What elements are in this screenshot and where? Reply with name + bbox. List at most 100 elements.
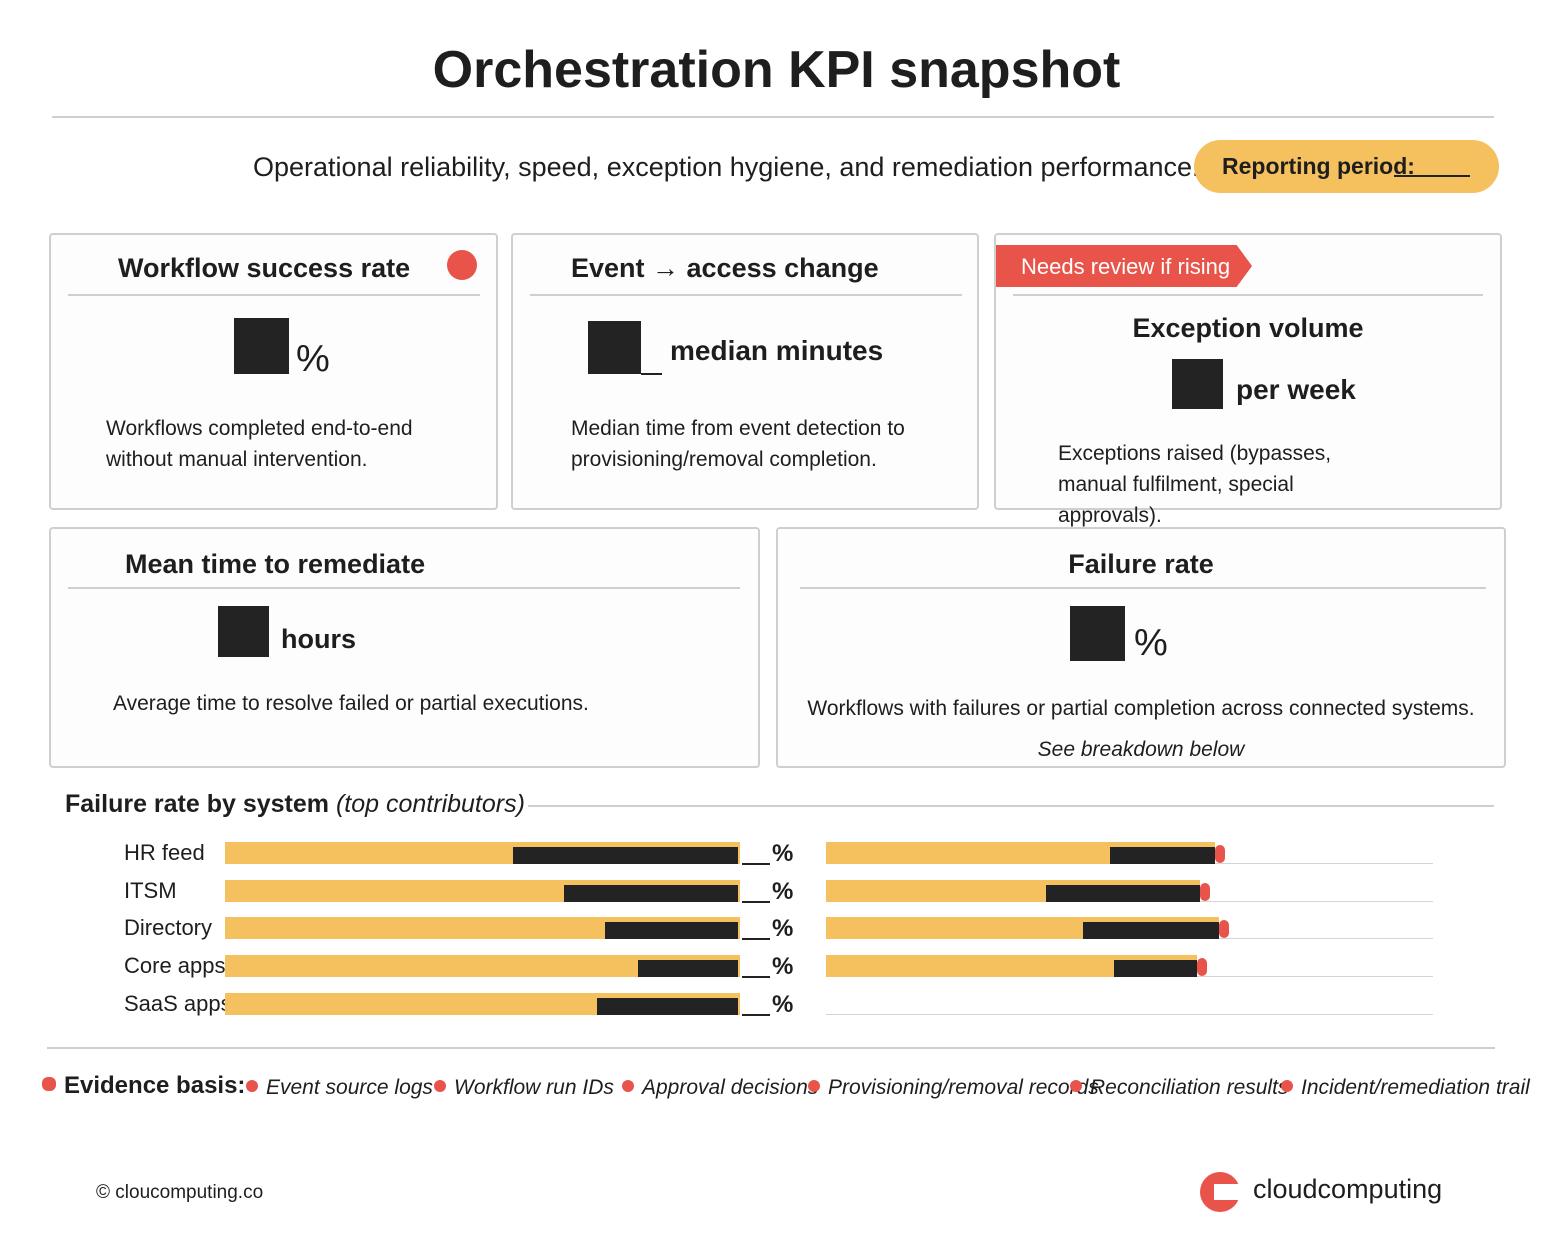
unit: % <box>1134 622 1168 664</box>
bar-redacted <box>1083 922 1219 939</box>
kpi-card: Failure rate % Workflows with failures o… <box>776 527 1506 768</box>
blank-line <box>641 373 662 375</box>
evidence-item: Approval decisions <box>622 1076 818 1100</box>
system-label: ITSM <box>124 878 177 903</box>
redacted-value <box>218 606 269 657</box>
divider <box>800 587 1486 589</box>
kpi-card: Event → access change median minutes Med… <box>511 233 979 510</box>
card-title: Event → access change <box>571 253 879 283</box>
bar-track <box>225 955 740 977</box>
title: Orchestration KPI snapshot <box>432 41 1121 99</box>
evidence-item: Provisioning/removal records <box>808 1076 1099 1100</box>
bullet <box>42 1077 56 1091</box>
evidence-text: Event source logs <box>266 1076 433 1099</box>
system-label: Directory <box>124 915 213 940</box>
evidence-text: Approval decisions <box>642 1076 819 1099</box>
unit: % <box>296 338 330 380</box>
description: Workflows with failures or partial compl… <box>807 697 1475 720</box>
bullet <box>1281 1080 1293 1092</box>
bullet <box>434 1080 446 1092</box>
blank-line <box>742 901 770 903</box>
bar-cap <box>1215 845 1225 863</box>
blank-line <box>742 1014 770 1016</box>
unit: % <box>772 840 794 867</box>
divider <box>530 294 962 296</box>
bullet <box>1070 1080 1082 1092</box>
unit: % <box>772 991 794 1018</box>
subtitle: Operational reliability, speed, exceptio… <box>253 152 1200 182</box>
evidence-label-text: Evidence basis: <box>64 1072 246 1099</box>
description: Median time from event detection to prov… <box>571 417 905 471</box>
blank-line <box>742 938 770 940</box>
description: Exceptions raised (bypasses, manual fulf… <box>1058 442 1332 527</box>
unit: per week <box>1236 374 1356 405</box>
redacted-value <box>1070 606 1125 661</box>
divider <box>68 587 740 589</box>
bar-cap <box>1197 958 1207 976</box>
evidence-text: Provisioning/removal records <box>828 1076 1099 1099</box>
card-title: Exception volume <box>1132 313 1364 343</box>
brand: cloudcomputing <box>1253 1174 1443 1204</box>
blank-line <box>742 976 770 978</box>
kpi-card: Needs review if rising Exception volume … <box>994 233 1502 527</box>
badge-text: Needs review if rising <box>1021 254 1231 279</box>
redacted-value <box>234 318 289 374</box>
section-title-note: (top contributors) <box>335 790 525 818</box>
bar-redacted <box>597 998 738 1015</box>
bar-redacted <box>564 885 738 902</box>
row-rule <box>826 1014 1433 1015</box>
divider <box>52 116 1494 118</box>
bullet <box>622 1080 634 1092</box>
divider <box>68 294 480 296</box>
evidence-label: Evidence basis: <box>42 1072 245 1100</box>
bar-redacted <box>1046 885 1200 902</box>
card-title: Workflow success rate <box>118 253 411 283</box>
period-label: Reporting period: <box>1222 153 1415 179</box>
bar-redacted <box>638 960 738 977</box>
evidence-text: Reconciliation results <box>1090 1076 1289 1099</box>
bar-cap <box>1219 920 1229 938</box>
section-title-text: Failure rate by system <box>65 790 330 818</box>
redacted-value <box>1172 359 1223 409</box>
redacted-value <box>588 321 641 374</box>
unit: % <box>772 878 794 905</box>
blank-line <box>742 863 770 865</box>
badge: Needs review if rising <box>996 245 1252 287</box>
section-title: Failure rate by system (top contributors… <box>65 790 525 819</box>
note: See breakdown below <box>1037 738 1245 761</box>
unit: median minutes <box>670 335 884 366</box>
bar-redacted <box>605 922 738 939</box>
divider <box>47 1047 1495 1049</box>
system-label: HR feed <box>124 840 205 865</box>
evidence-item: Reconciliation results <box>1070 1076 1288 1100</box>
unit: % <box>772 953 794 980</box>
evidence-item: Event source logs <box>246 1076 433 1100</box>
period-pill: Reporting period: <box>1194 140 1499 193</box>
kpi-card: Workflow success rate % Workflows comple… <box>49 233 498 510</box>
logo-mark <box>1200 1172 1240 1212</box>
divider <box>528 805 1494 807</box>
status-dot <box>447 250 477 280</box>
bar-redacted <box>1114 960 1197 977</box>
copyright: © cloucomputing.co <box>96 1182 264 1203</box>
bar-redacted <box>513 847 738 864</box>
evidence-item: Workflow run IDs <box>434 1076 614 1100</box>
card-title: Mean time to remediate <box>125 549 426 579</box>
blank-line <box>1394 175 1470 177</box>
bullet <box>246 1080 258 1092</box>
system-label: SaaS apps <box>124 991 232 1016</box>
logo-cut <box>1214 1184 1240 1200</box>
description: Average time to resolve failed or partia… <box>113 692 589 715</box>
card-title: Failure rate <box>1068 549 1214 579</box>
bar-cap <box>1200 883 1210 901</box>
divider <box>1013 294 1483 296</box>
evidence-item: Incident/remediation trail <box>1281 1076 1530 1100</box>
bar-track <box>826 955 1197 977</box>
bullet <box>808 1080 820 1092</box>
evidence-text: Workflow run IDs <box>454 1076 614 1099</box>
kpi-card: Mean time to remediate hours Average tim… <box>49 527 760 768</box>
unit: % <box>772 915 794 942</box>
bar-redacted <box>1110 847 1215 864</box>
description: Workflows completed end-to-end without m… <box>106 417 413 471</box>
